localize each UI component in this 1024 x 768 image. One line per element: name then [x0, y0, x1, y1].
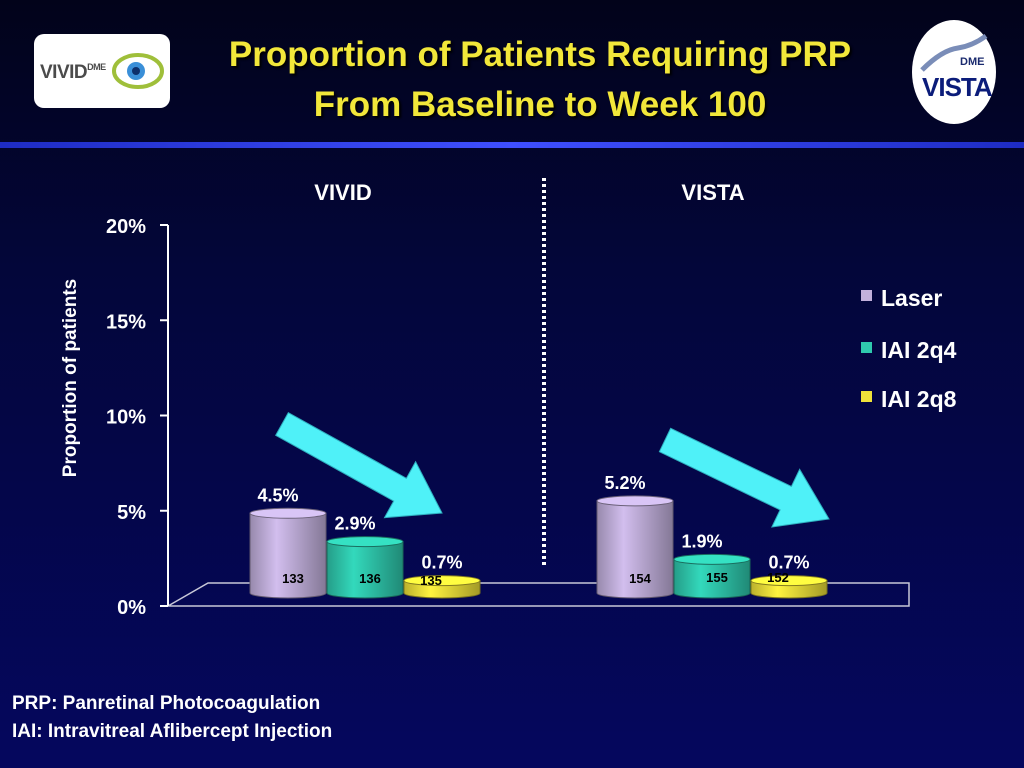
- vista-dme-label: DME: [960, 56, 985, 68]
- header-divider: [0, 142, 1024, 148]
- patient-count-label: 135: [420, 573, 442, 588]
- legend-swatch-iai-2q8: [861, 391, 872, 402]
- patient-count-label: 133: [282, 571, 304, 586]
- vivid-dme-logo: VIVIDDME: [34, 34, 170, 108]
- vista-dme-logo: DME VISTA: [912, 20, 996, 124]
- bar-top: [403, 575, 481, 587]
- data-label: 0.7%: [421, 553, 462, 573]
- page-title: Proportion of Patients Requiring PRP Fro…: [228, 35, 852, 124]
- bar-top: [673, 553, 751, 565]
- legend-swatch-laser: [861, 290, 872, 301]
- vista-logo-text: VISTA: [922, 72, 993, 102]
- chart-floor: [165, 582, 910, 607]
- vivid-logo-text: VIVIDDME: [40, 62, 106, 83]
- y-tick-label: 15%: [106, 311, 146, 333]
- patient-count-label: 136: [359, 571, 381, 586]
- data-label: 1.9%: [681, 531, 722, 551]
- patient-count-label: 152: [767, 570, 789, 585]
- data-label: 2.9%: [334, 514, 375, 534]
- y-tick-label: 20%: [106, 216, 146, 238]
- bar-iai-2q4-vivid: [326, 541, 404, 599]
- y-tick-label: 5%: [117, 502, 146, 524]
- footnote-prp: PRP: Panretinal Photocoagulation: [12, 693, 321, 714]
- legend-label-iai-2q4: IAI 2q4: [881, 337, 957, 363]
- legend-label-laser: Laser: [881, 285, 942, 311]
- data-label: 4.5%: [257, 485, 298, 505]
- bar-top: [750, 575, 828, 587]
- trend-arrow-vista: [658, 427, 830, 528]
- bar-top: [249, 507, 327, 519]
- y-tick-label: 10%: [106, 407, 146, 429]
- footnotes: PRP: Panretinal Photocoagulation IAI: In…: [12, 690, 332, 746]
- trend-arrow-vivid: [275, 411, 443, 519]
- y-axis-label: Proportion of patients: [60, 279, 81, 477]
- bar-top: [326, 536, 404, 548]
- mountain-icon: [920, 33, 988, 72]
- legend-label-iai-2q8: IAI 2q8: [881, 386, 957, 412]
- y-tick-label: 0%: [117, 597, 146, 619]
- group-title-vivid: VIVID: [314, 180, 371, 205]
- data-label: 5.2%: [604, 473, 645, 493]
- bar-top: [596, 495, 674, 507]
- bar-laser-vista: [596, 500, 674, 599]
- eye-icon: [112, 53, 164, 89]
- bar-laser-vivid: [249, 512, 327, 599]
- patient-count-label: 155: [706, 570, 728, 585]
- group-title-vista: VISTA: [681, 180, 744, 205]
- legend-swatch-iai-2q4: [861, 342, 872, 353]
- bar-iai-2q4-vista: [673, 558, 751, 599]
- patient-count-label: 154: [629, 571, 651, 586]
- data-label: 0.7%: [768, 553, 809, 573]
- footnote-iai: IAI: Intravitreal Aflibercept Injection: [12, 721, 333, 742]
